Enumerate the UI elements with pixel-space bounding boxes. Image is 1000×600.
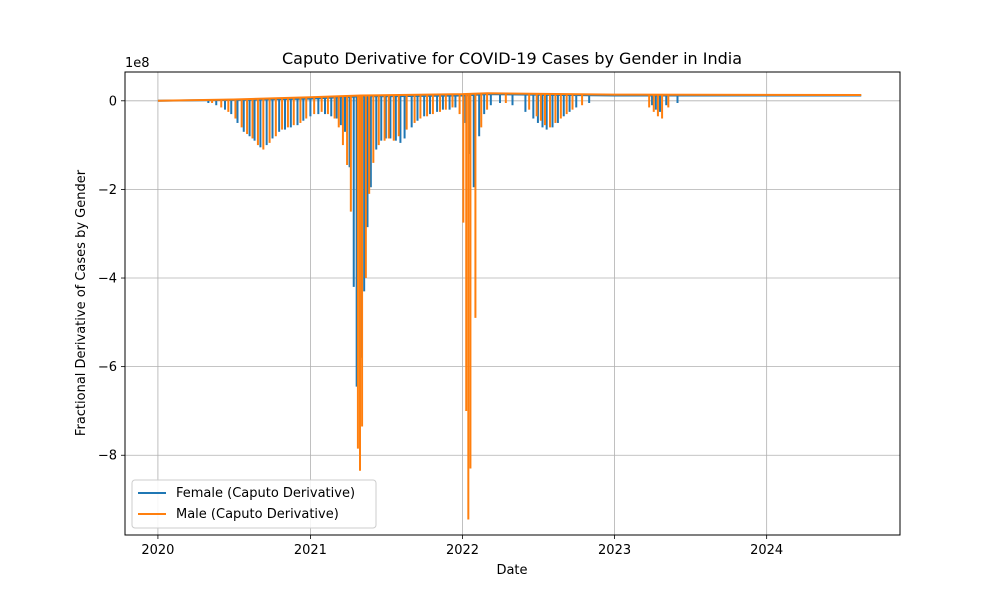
y-tick-label: 0 xyxy=(109,94,117,109)
legend-label-male: Male (Caputo Derivative) xyxy=(176,507,339,522)
chart-title: Caputo Derivative for COVID-19 Cases by … xyxy=(282,49,742,68)
y-tick-label: −2 xyxy=(98,183,117,198)
y-tick-label: −4 xyxy=(98,272,117,287)
x-tick-label: 2021 xyxy=(294,543,327,558)
x-axis-label: Date xyxy=(496,563,527,578)
x-tick-label: 2020 xyxy=(141,543,174,558)
y-tick-label: −8 xyxy=(98,449,117,464)
plot-area-frame xyxy=(124,71,901,536)
legend-label-female: Female (Caputo Derivative) xyxy=(176,486,355,501)
y-axis-offset-label: 1e8 xyxy=(125,56,150,71)
y-tick-label: −6 xyxy=(98,360,117,375)
plot-series xyxy=(157,92,862,520)
legend-box xyxy=(131,479,377,529)
x-tick-label: 2023 xyxy=(598,543,631,558)
axis-ticks: 2020 2021 2022 2023 2024 0 −2 −4 −6 −8 xyxy=(98,94,783,558)
legend: Female (Caputo Derivative) Male (Caputo … xyxy=(131,479,377,529)
series-male xyxy=(157,92,862,520)
x-tick-label: 2024 xyxy=(750,543,783,558)
x-tick-label: 2022 xyxy=(446,543,479,558)
y-axis-label: Fractional Derivative of Cases by Gender xyxy=(74,169,89,436)
